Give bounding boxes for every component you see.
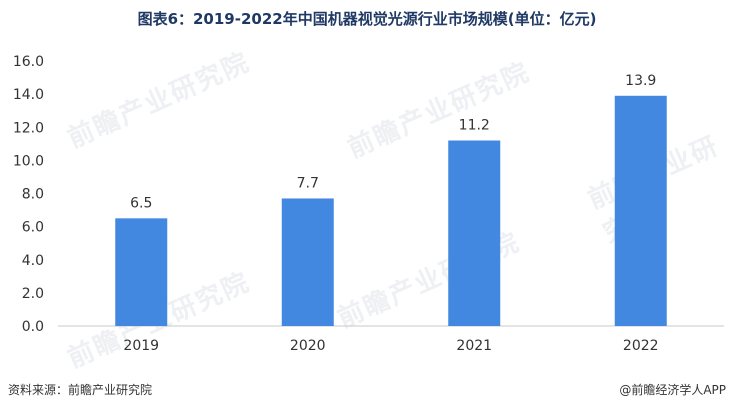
data-label: 6.5 bbox=[130, 195, 152, 211]
source-note: 资料来源：前瞻产业研究院 bbox=[8, 383, 153, 397]
bar bbox=[614, 95, 667, 326]
y-tick-label: 4.0 bbox=[22, 253, 44, 269]
data-label: 7.7 bbox=[297, 175, 319, 191]
y-tick-label: 8.0 bbox=[22, 187, 44, 203]
y-tick-label: 14.0 bbox=[13, 87, 44, 103]
y-tick-label: 2.0 bbox=[22, 286, 44, 302]
y-tick-label: 6.0 bbox=[22, 220, 44, 236]
bar bbox=[115, 218, 168, 326]
y-tick-label: 10.0 bbox=[13, 153, 44, 169]
chart-title: 图表6：2019-2022年中国机器视觉光源行业市场规模(单位：亿元) bbox=[137, 10, 597, 28]
bar bbox=[448, 140, 501, 326]
x-tick-label: 2021 bbox=[456, 338, 492, 354]
x-tick-label: 2019 bbox=[123, 338, 159, 354]
data-label: 13.9 bbox=[625, 73, 656, 89]
y-tick-label: 16.0 bbox=[13, 54, 44, 70]
credit-note: @前瞻经济学人APP bbox=[619, 383, 726, 397]
x-tick-label: 2020 bbox=[290, 338, 326, 354]
bar bbox=[281, 198, 334, 326]
y-tick-label: 0.0 bbox=[22, 319, 44, 335]
data-label: 11.2 bbox=[459, 118, 490, 134]
x-tick-label: 2022 bbox=[623, 338, 659, 354]
y-tick-label: 12.0 bbox=[13, 120, 44, 136]
